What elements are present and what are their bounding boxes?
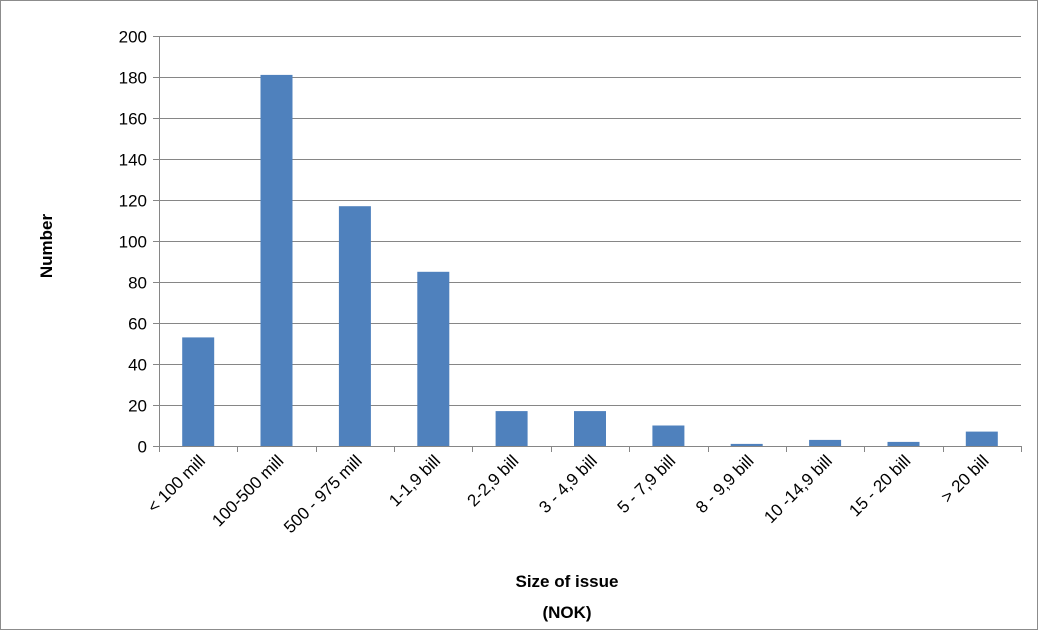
bar	[652, 425, 685, 446]
y-tick-label: 100	[119, 233, 147, 252]
y-tick-label: 200	[119, 28, 147, 47]
x-tick-label: 1-1,9 bill	[385, 451, 444, 510]
y-tick-label: 120	[119, 192, 147, 211]
y-tick-label: 40	[128, 356, 147, 375]
bar	[887, 441, 920, 446]
x-tick-label: < 100 mill	[144, 451, 209, 516]
axes	[153, 36, 1022, 452]
y-axis-title: Number	[37, 214, 56, 279]
bar	[417, 271, 450, 447]
x-tick-label: 15 - 20 bill	[845, 451, 914, 520]
y-tick-label: 20	[128, 397, 147, 416]
x-tick-label: 2-2,9 bill	[464, 451, 523, 510]
bars	[182, 74, 998, 447]
x-tick-label: 3 - 4,9 bill	[535, 451, 601, 517]
bar	[574, 411, 606, 446]
x-tick-label: 10 -14,9 bill	[760, 451, 836, 527]
x-axis-title-line-2: (NOK)	[542, 603, 591, 622]
x-tick-label: > 20 bill	[937, 451, 992, 506]
bar	[809, 439, 842, 446]
y-tick-label: 0	[138, 438, 147, 457]
y-tick-label: 60	[128, 315, 147, 334]
x-tick-label: 8 - 9,9 bill	[692, 451, 758, 517]
bar	[495, 411, 528, 446]
x-tick-label: 100-500 mill	[208, 451, 287, 530]
gridlines	[159, 36, 1021, 406]
y-tick-label: 80	[128, 274, 147, 293]
bar	[260, 74, 293, 447]
y-tick-label: 140	[119, 151, 147, 170]
bar	[182, 337, 215, 446]
x-tick-label: 5 - 7,9 bill	[614, 451, 680, 517]
y-tick-label: 180	[119, 69, 147, 88]
y-tick-label: 160	[119, 110, 147, 129]
bar	[965, 431, 998, 446]
bar	[730, 443, 763, 446]
x-tick-label: 500 - 975 mill	[280, 451, 366, 537]
x-axis-title-line-1: Size of issue	[516, 572, 619, 591]
bar	[338, 206, 371, 446]
y-tick-labels: 0 20 40 60 80 100 120 140 160 180 200	[119, 28, 147, 457]
